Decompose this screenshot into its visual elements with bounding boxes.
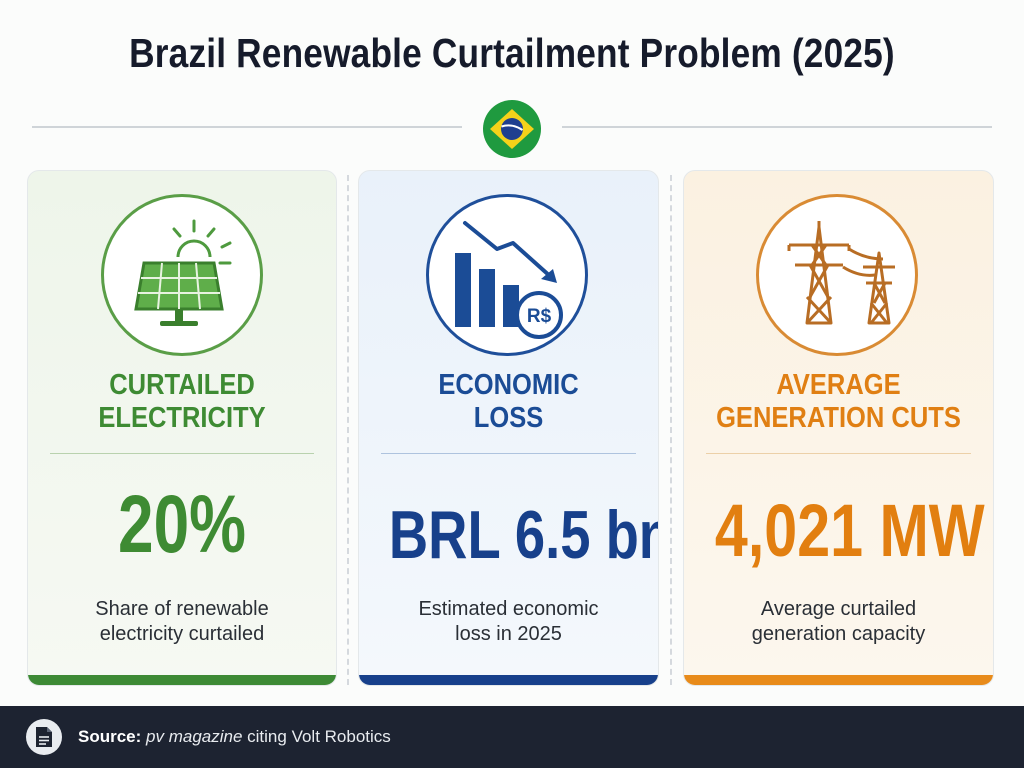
- stat-description: Share of renewable electricity curtailed: [48, 597, 316, 647]
- stat-card-generation-cuts: AVERAGE GENERATION CUTS 4,021 MW Average…: [683, 170, 994, 686]
- source-citing: citing Volt Robotics: [247, 727, 391, 746]
- card-separator-1: [347, 175, 349, 685]
- reais-symbol: R$: [527, 306, 552, 327]
- falling-bar-chart-reais-icon: R$: [455, 221, 563, 339]
- stat-description: Average curtailed generation capacity: [704, 597, 973, 647]
- icon-badge: [756, 194, 918, 356]
- stat-card-economic-loss: R$ ECONOMIC LOSS BRL 6.5 bn Estimated ec…: [358, 170, 659, 686]
- stat-description: Estimated economic loss in 2025: [379, 597, 638, 647]
- source-footer: Source: pv magazine citing Volt Robotics: [0, 706, 1024, 768]
- stat-description-line: loss in 2025: [455, 623, 562, 645]
- card-accent-bar: [359, 675, 658, 685]
- stat-description-line: electricity curtailed: [99, 623, 265, 645]
- solar-panel-icon: [134, 219, 232, 326]
- stat-description-line: Estimated economic: [418, 598, 599, 620]
- source-publication: pv magazine: [146, 727, 243, 746]
- brazil-flag-icon: [482, 99, 542, 159]
- stat-description-line: Share of renewable: [95, 598, 269, 620]
- stat-value: BRL 6.5 bn: [388, 497, 659, 573]
- card-divider: [706, 453, 971, 454]
- stat-description-line: Average curtailed: [760, 598, 917, 620]
- stat-value: 4,021 MW: [714, 489, 985, 572]
- title-divider-right: [562, 126, 992, 128]
- source-text: Source: pv magazine citing Volt Robotics: [78, 727, 391, 747]
- card-accent-bar: [28, 675, 336, 685]
- stat-card-curtailed-electricity: CURTAILED ELECTRICITY 20% Share of renew…: [27, 170, 337, 686]
- stat-description-line: generation capacity: [751, 623, 926, 645]
- icon-badge: [101, 194, 263, 356]
- card-divider: [381, 453, 636, 454]
- card-separator-2: [670, 175, 672, 685]
- card-heading: AVERAGE GENERATION CUTS: [716, 369, 961, 434]
- card-accent-bar: [684, 675, 993, 685]
- icon-badge: R$: [426, 194, 588, 356]
- page-title: Brazil Renewable Curtailment Problem (20…: [129, 30, 895, 76]
- card-heading: ECONOMIC LOSS: [438, 369, 579, 434]
- title-divider-left: [32, 126, 462, 128]
- document-icon: [26, 719, 62, 755]
- card-divider: [50, 453, 314, 454]
- card-heading: CURTAILED ELECTRICITY: [98, 369, 266, 434]
- source-label: Source:: [78, 727, 142, 746]
- stat-value: 20%: [117, 479, 247, 570]
- transmission-towers-icon: [787, 221, 895, 325]
